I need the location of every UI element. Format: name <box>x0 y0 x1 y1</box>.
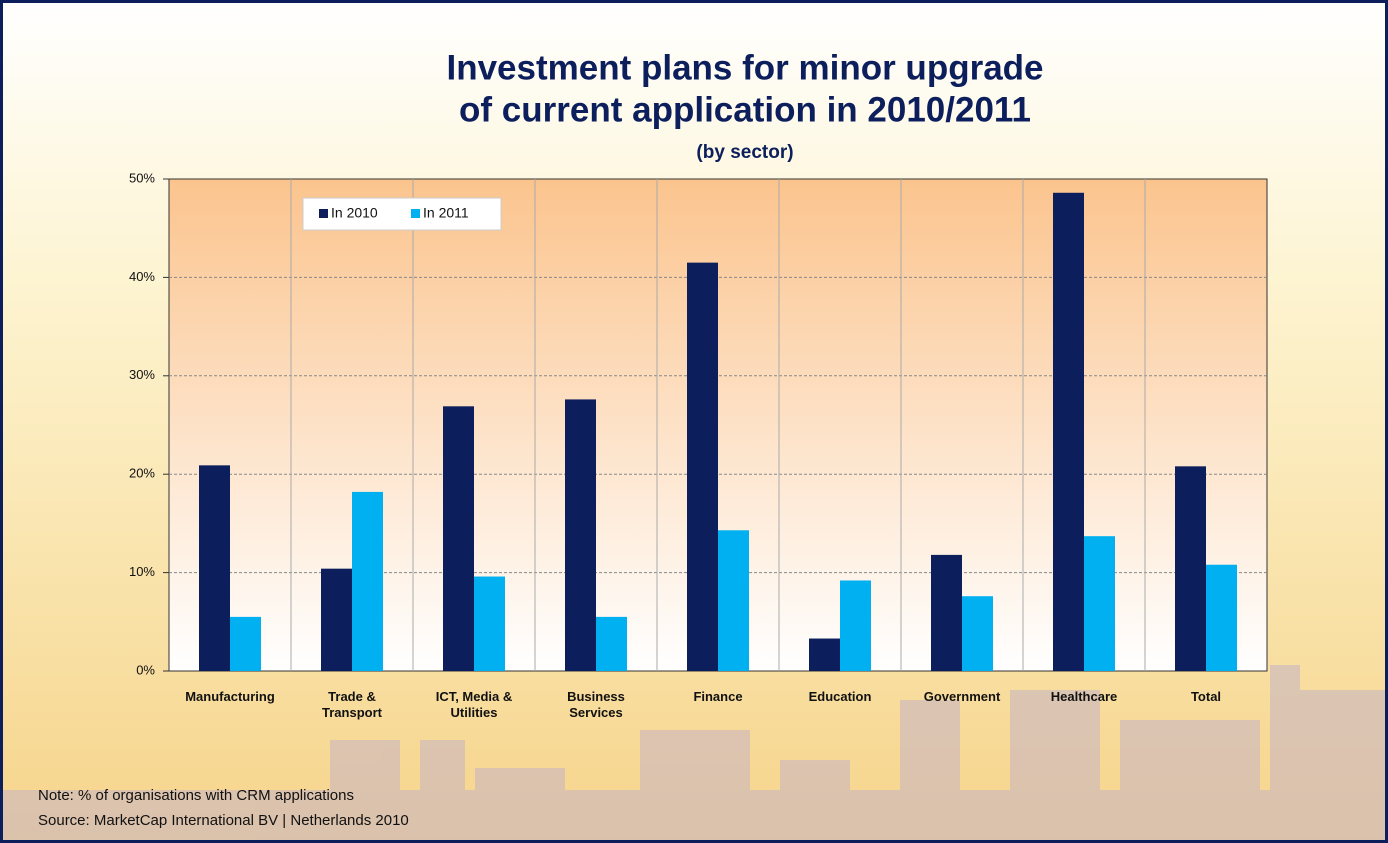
x-tick-label: Total <box>1191 689 1221 704</box>
chart-subtitle: (by sector) <box>696 142 793 163</box>
bar <box>718 530 749 671</box>
chart-title: Investment plans for minor upgrade <box>446 48 1043 87</box>
x-tick-label: Healthcare <box>1051 689 1117 704</box>
y-tick-label: 40% <box>129 269 155 284</box>
x-tick-label: Business Services <box>567 689 625 720</box>
bar <box>596 616 627 671</box>
bar <box>321 568 352 671</box>
bar <box>199 465 230 671</box>
y-tick-label: 50% <box>129 170 155 185</box>
bar <box>443 406 474 671</box>
source: Source: MarketCap International BV | Net… <box>38 812 409 829</box>
y-tick-label: 30% <box>129 367 155 382</box>
note: Note: % of organisations with CRM applic… <box>38 787 354 804</box>
x-tick-label: ICT, Media & Utilities <box>436 689 513 720</box>
y-tick-label: 10% <box>129 564 155 579</box>
bar <box>352 491 383 671</box>
bar <box>474 576 505 671</box>
y-tick-label: 0% <box>136 662 155 677</box>
bar <box>809 638 840 671</box>
bar <box>931 554 962 671</box>
x-tick-label: Manufacturing <box>185 689 275 704</box>
skyline <box>0 665 1388 843</box>
bar <box>565 399 596 671</box>
y-tick-label: 20% <box>129 466 155 481</box>
bar <box>1175 466 1206 671</box>
x-tick-label: Finance <box>693 689 742 704</box>
legend-box <box>302 197 502 231</box>
bar <box>962 596 993 671</box>
bar <box>840 580 871 671</box>
bar <box>1084 536 1115 671</box>
bar <box>687 262 718 671</box>
legend-swatch <box>411 209 420 218</box>
legend-label: In 2011 <box>423 205 469 221</box>
legend-swatch <box>319 209 328 218</box>
x-tick-label: Education <box>809 689 872 704</box>
chart-title: of current application in 2010/2011 <box>459 90 1031 129</box>
x-tick-label: Trade & Transport <box>322 689 383 720</box>
bar <box>230 616 261 671</box>
bar <box>1206 564 1237 671</box>
x-tick-label: Government <box>924 689 1001 704</box>
legend-label: In 2010 <box>331 205 378 221</box>
bar <box>1053 192 1084 671</box>
